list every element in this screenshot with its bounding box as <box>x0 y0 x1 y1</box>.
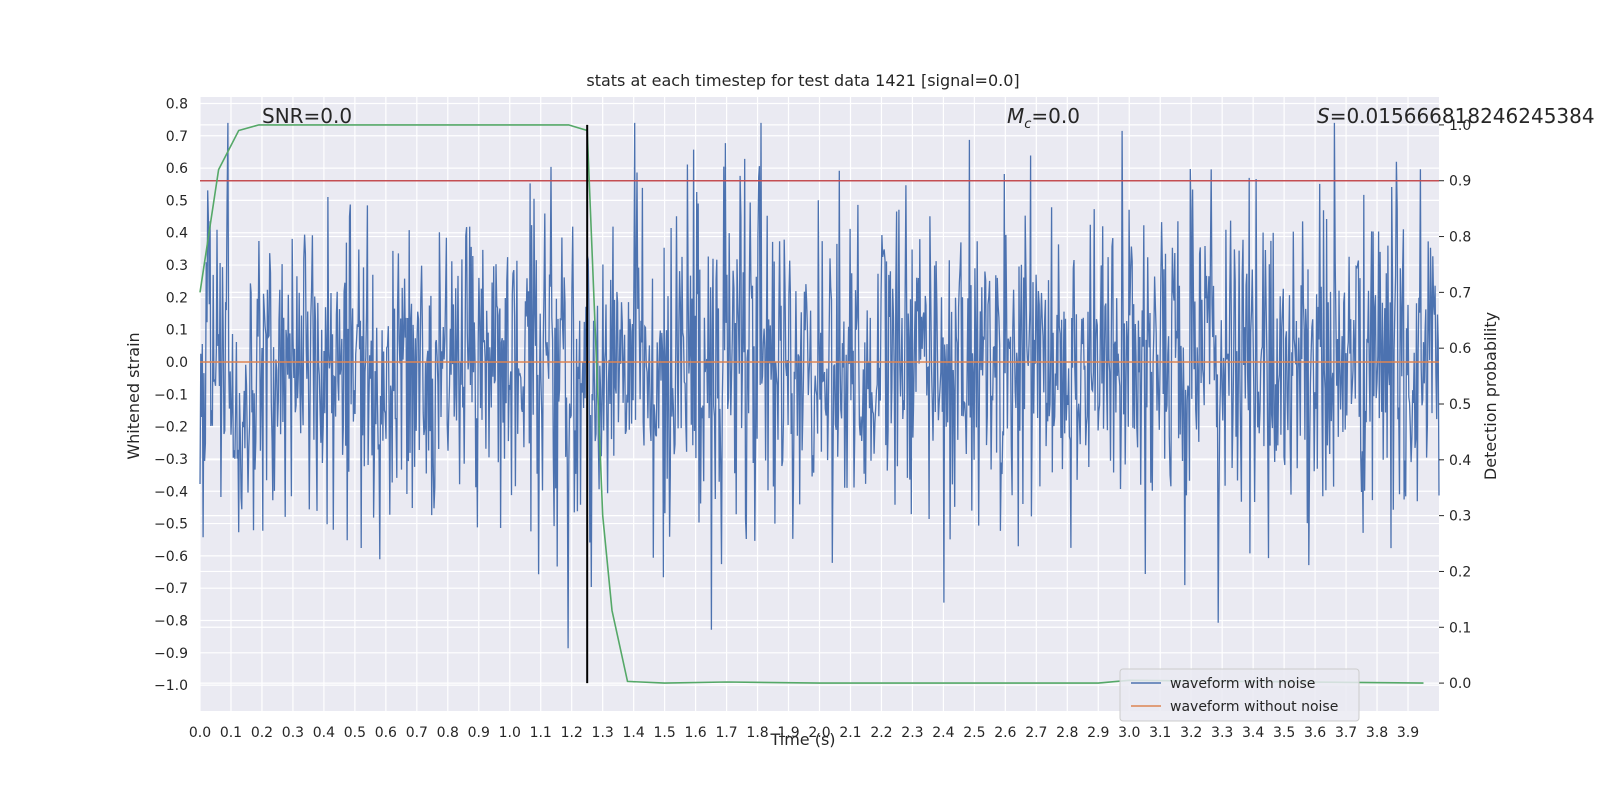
mc-symbol: M <box>1007 104 1024 128</box>
y2-tick-label: 1.0 <box>1449 118 1471 134</box>
x-tick-label: 3.3 <box>1211 725 1233 741</box>
y-tick-label: −0.7 <box>154 581 188 597</box>
x-tick-label: 2.7 <box>1025 725 1047 741</box>
x-tick-label: 1.8 <box>746 725 768 741</box>
y2-tick-label: 0.6 <box>1449 341 1471 357</box>
legend-box <box>1119 668 1360 722</box>
y-tick-label: 0.7 <box>166 129 188 145</box>
x-tick-label: 3.6 <box>1304 725 1326 741</box>
legend-label-noise: waveform with noise <box>1170 676 1315 692</box>
x-tick-label: 2.8 <box>1056 725 1078 741</box>
x-tick-label: 1.4 <box>623 725 645 741</box>
x-tick-label: 0.5 <box>344 725 366 741</box>
x-tick-labels: 0.0 0.1 0.2 0.3 0.4 0.5 0.6 0.7 0.8 0.9 1.0 1.1 1.2 1… <box>189 725 1419 741</box>
y-axis-label: Whitened strain <box>124 332 143 459</box>
x-tick-label: 2.3 <box>901 725 923 741</box>
y-tick-labels: 0.8 0.7 0.6 0.5 0.4 0.3 0.2 0.1 0.0 −0.1 −0.2 −0.3 −… <box>154 96 188 694</box>
y-tick-label: 0.8 <box>166 96 188 112</box>
s-value: =0.015666818246245384 <box>1330 104 1595 128</box>
y-tick-label: 0.4 <box>166 226 188 242</box>
x-tick-label: 1.5 <box>653 725 675 741</box>
y-tick-label: 0.2 <box>166 290 188 306</box>
y2-tick-label: 0.2 <box>1449 564 1471 580</box>
snr-annotation: SNR=0.0 <box>262 104 352 128</box>
y2-tick-label: 0.4 <box>1449 453 1471 469</box>
y-tick-label: −0.8 <box>154 614 188 630</box>
x-tick-label: 2.2 <box>870 725 892 741</box>
x-axis-label: Time (s) <box>769 730 835 749</box>
y-tick-label: 0.5 <box>166 193 188 209</box>
x-tick-label: 1.9 <box>777 725 799 741</box>
x-tick-label: 2.1 <box>839 725 861 741</box>
x-tick-label: 2.4 <box>932 725 954 741</box>
y-tick-label: −0.9 <box>154 646 188 662</box>
x-tick-label: 3.9 <box>1397 725 1419 741</box>
s-symbol: S <box>1317 104 1330 128</box>
y2-tick-label: 0.7 <box>1449 285 1471 301</box>
x-tick-label: 2.0 <box>808 725 830 741</box>
x-tick-label: 0.7 <box>406 725 428 741</box>
y2-tick-label: 0.1 <box>1449 620 1471 636</box>
x-tick-label: 3.4 <box>1242 725 1264 741</box>
series-waveform-with-noise <box>199 122 1440 649</box>
y-tick-label: −0.3 <box>154 452 188 468</box>
y2-tick-label: 0.8 <box>1449 230 1471 246</box>
y2-tick-label: 0.5 <box>1449 397 1471 413</box>
y-tick-label: 0.6 <box>166 161 188 177</box>
x-tick-label: 0.0 <box>189 725 211 741</box>
x-tick-label: 1.2 <box>561 725 583 741</box>
y-tick-label: −0.1 <box>154 387 188 403</box>
noise-trace <box>199 122 1440 649</box>
x-tick-label: 1.3 <box>592 725 614 741</box>
chart-title: stats at each timestep for test data 142… <box>586 71 1019 90</box>
y2-tick-label: 0.0 <box>1449 676 1471 692</box>
y2-axis-label: Detection probability <box>1481 312 1500 480</box>
x-tick-label: 1.1 <box>530 725 552 741</box>
y2-tick-label: 0.3 <box>1449 509 1471 525</box>
y2-tick-labels: 1.0 0.9 0.8 0.7 0.6 0.5 0.4 0.3 0.2 0.1 0.0 <box>1439 118 1471 692</box>
x-tick-label: 3.2 <box>1180 725 1202 741</box>
y-tick-label: −0.4 <box>154 484 188 500</box>
y2-tick-label: 0.9 <box>1449 174 1471 190</box>
x-tick-label: 0.2 <box>251 725 273 741</box>
legend: waveform with noise waveform without noi… <box>1119 668 1360 722</box>
mc-value: =0.0 <box>1031 104 1080 128</box>
x-tick-label: 0.8 <box>437 725 459 741</box>
x-tick-label: 3.5 <box>1273 725 1295 741</box>
series-detection-probability <box>199 124 1424 684</box>
x-tick-label: 0.6 <box>375 725 397 741</box>
mc-annotation: Mc=0.0 <box>1007 104 1080 132</box>
legend-label-clean: waveform without noise <box>1170 699 1338 715</box>
y-tick-label: 0.3 <box>166 258 188 274</box>
y-tick-label: −0.6 <box>154 549 188 565</box>
s-annotation: S=0.015666818246245384 <box>1317 104 1595 128</box>
mc-subscript: c <box>1024 117 1031 132</box>
x-tick-label: 0.1 <box>220 725 242 741</box>
x-tick-label: 3.7 <box>1335 725 1357 741</box>
x-tick-label: 3.1 <box>1149 725 1171 741</box>
x-tick-label: 0.4 <box>313 725 335 741</box>
y-tick-label: −0.5 <box>154 517 188 533</box>
x-tick-label: 3.8 <box>1366 725 1388 741</box>
y-tick-label: −0.2 <box>154 420 188 436</box>
x-tick-label: 0.3 <box>282 725 304 741</box>
x-tick-label: 3.0 <box>1118 725 1140 741</box>
y-tick-label: 0.0 <box>166 355 188 371</box>
y-tick-label: 0.1 <box>166 323 188 339</box>
x-tick-label: 0.9 <box>468 725 490 741</box>
x-tick-label: 2.5 <box>963 725 985 741</box>
x-tick-label: 1.0 <box>499 725 521 741</box>
x-tick-label: 1.7 <box>715 725 737 741</box>
x-tick-label: 1.6 <box>684 725 706 741</box>
x-tick-label: 2.9 <box>1087 725 1109 741</box>
x-tick-label: 2.6 <box>994 725 1016 741</box>
y-tick-label: −1.0 <box>154 678 188 694</box>
